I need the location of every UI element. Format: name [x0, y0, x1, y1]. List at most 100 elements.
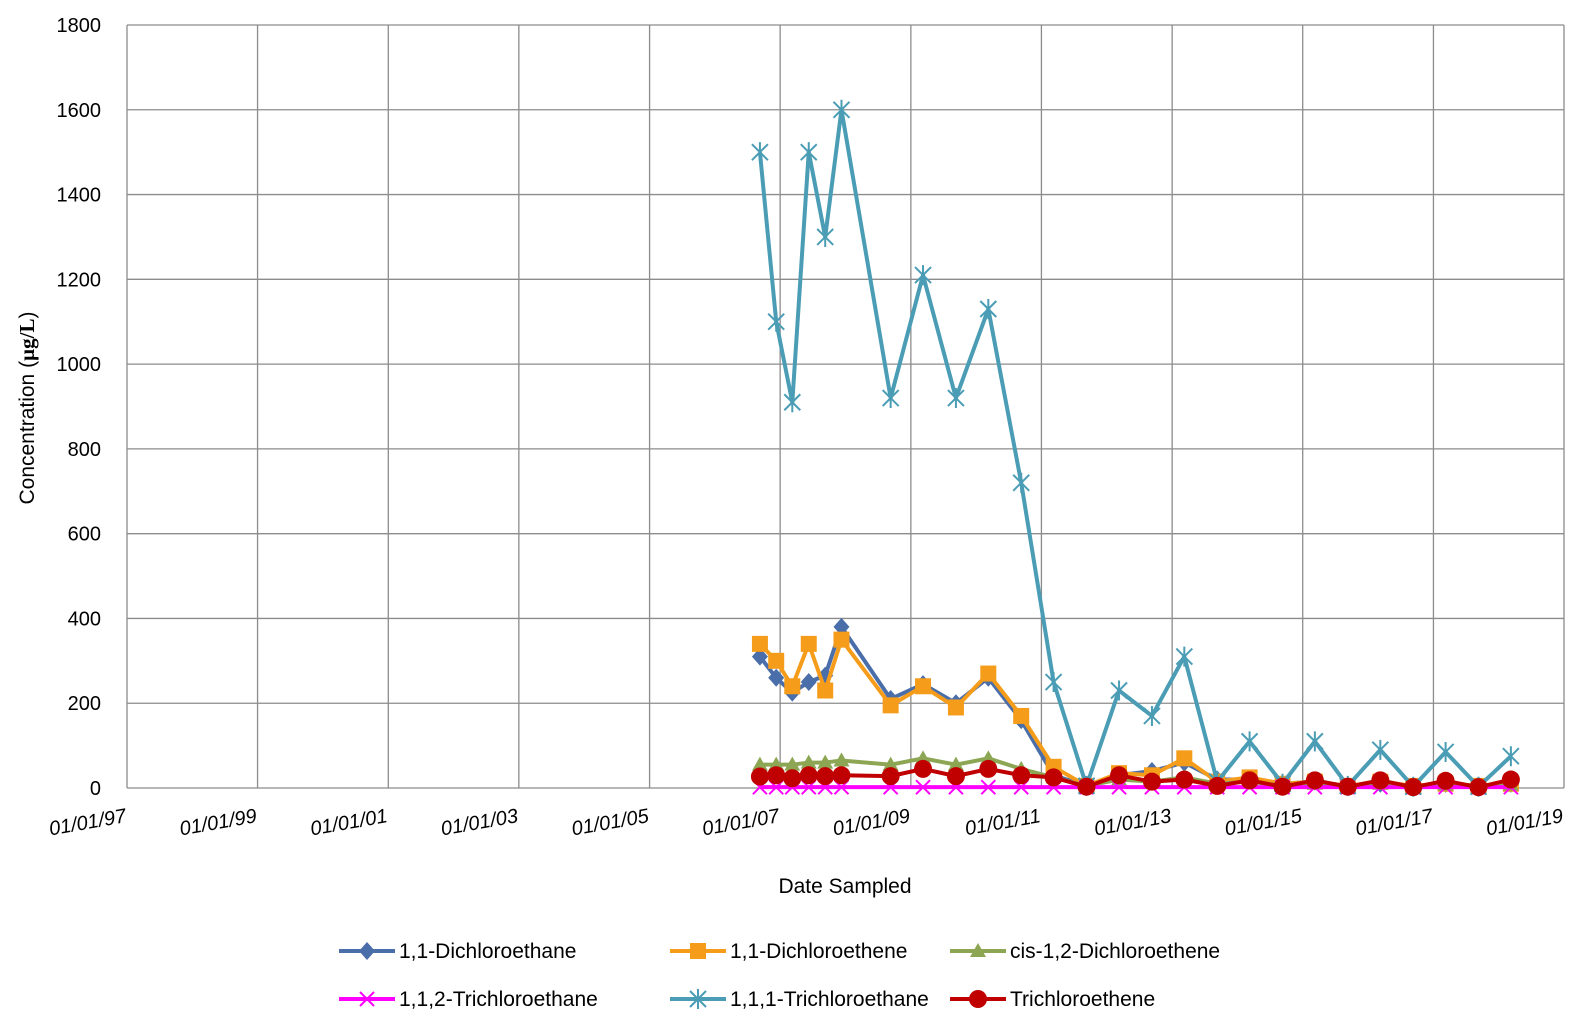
data-point	[915, 678, 932, 695]
data-point	[800, 754, 817, 769]
legend-item-trichloroethene: Trichloroethene	[950, 988, 1155, 1011]
legend-marker	[359, 942, 375, 960]
data-point	[816, 226, 834, 247]
data-point	[882, 697, 899, 714]
data-point	[1404, 778, 1423, 797]
data-point	[751, 756, 768, 771]
data-point	[1012, 472, 1030, 493]
legend-marker	[970, 943, 986, 957]
data-point	[1501, 770, 1520, 789]
data-point	[751, 647, 768, 666]
x-tick-label: 01/01/07	[701, 805, 782, 840]
x-tick-label: 01/01/97	[47, 805, 128, 840]
data-point	[1436, 741, 1455, 762]
y-tick-label: 0	[90, 778, 101, 800]
x-tick-label: 01/01/01	[309, 805, 389, 840]
data-point	[1436, 771, 1455, 790]
data-point	[784, 756, 801, 771]
y-axis-title-prefix: Concentration (	[16, 361, 39, 505]
y-tick-label: 1600	[57, 100, 102, 122]
data-point	[751, 142, 769, 163]
x-tick-label: 01/01/11	[963, 805, 1042, 840]
x-tick-label: 01/01/99	[178, 805, 258, 840]
legend-label: cis-1,2-Dichloroethene	[1010, 940, 1220, 963]
x-tick-label: 01/01/05	[570, 805, 651, 840]
data-point	[1044, 672, 1063, 693]
data-point	[1077, 777, 1096, 796]
data-point	[946, 767, 965, 786]
legend-marker	[969, 990, 987, 1008]
data-point	[947, 388, 965, 409]
data-point	[1371, 771, 1390, 790]
legend-item-cis-1-2-dichloroethene: cis-1,2-Dichloroethene	[950, 940, 1220, 963]
legend-label: 1,1,2-Trichloroethane	[399, 988, 598, 1011]
y-axis-title-suffix: )	[16, 311, 39, 318]
legend-item-1-1-dichloroethane: 1,1-Dichloroethane	[339, 940, 576, 963]
data-point	[979, 299, 998, 320]
data-point	[833, 631, 850, 648]
legend-item-1-1-dichloroethene: 1,1-Dichloroethene	[670, 940, 907, 963]
data-point	[882, 756, 899, 771]
data-point	[816, 767, 835, 786]
data-point	[1208, 776, 1227, 795]
data-point	[833, 617, 850, 636]
x-axis-title: Date Sampled	[778, 875, 911, 898]
y-tick-label: 1000	[57, 354, 102, 376]
y-axis-title: Concentration (µg/L)	[15, 311, 39, 504]
data-point	[817, 682, 834, 699]
data-point	[881, 767, 900, 786]
series-1-1-dichloroethene	[751, 631, 1519, 794]
y-tick-label: 200	[68, 693, 101, 715]
data-point	[980, 665, 997, 682]
data-point	[1240, 771, 1259, 790]
y-tick-label: 1200	[57, 269, 102, 291]
data-point	[800, 635, 817, 652]
data-point	[1175, 770, 1194, 789]
data-point	[783, 392, 802, 413]
legend-label: Trichloroethene	[1010, 988, 1155, 1011]
data-point	[800, 673, 817, 692]
data-point	[1338, 777, 1357, 796]
y-tick-label: 800	[68, 439, 101, 461]
x-axis-ticks: 01/01/97 01/01/99 01/01/01 01/01/03 01/01/05…	[47, 805, 1564, 840]
data-point	[947, 699, 964, 716]
data-point	[832, 99, 851, 120]
data-point	[1502, 746, 1520, 767]
data-point	[979, 759, 998, 778]
data-point	[947, 756, 964, 771]
data-point	[980, 750, 997, 765]
data-point	[1142, 772, 1161, 791]
legend: 1,1-Dichloroethane 1,1-Dichloroethene cis-…	[339, 940, 1220, 1011]
data-point	[832, 766, 851, 785]
x-tick-label: 01/01/17	[1354, 805, 1435, 840]
legend-label: 1,1-Dichloroethene	[730, 940, 907, 963]
legend-item-1-1-1-trichloroethane: 1,1,1-Trichloroethane	[670, 988, 929, 1011]
series-1-1-dichloroethane	[751, 617, 1519, 795]
y-tick-label: 400	[68, 608, 101, 630]
data-point	[767, 766, 786, 785]
y-tick-label: 1800	[57, 15, 102, 37]
data-point	[768, 652, 785, 669]
data-point	[783, 769, 802, 788]
y-axis-ticks: 0 200 400 600 800 1000 1200 1400 1600 1800	[57, 15, 102, 800]
legend-label: 1,1,1-Trichloroethane	[730, 988, 929, 1011]
data-point	[1143, 705, 1161, 726]
data-point	[1013, 707, 1030, 724]
data-point	[817, 754, 834, 769]
x-tick-label: 01/01/03	[439, 805, 519, 840]
legend-label: 1,1-Dichloroethane	[399, 940, 576, 963]
grid	[126, 24, 1565, 789]
x-tick-label: 01/01/19	[1484, 805, 1564, 840]
data-point	[767, 311, 785, 332]
data-point	[914, 759, 933, 778]
data-point	[1176, 750, 1193, 767]
data-point	[1240, 731, 1259, 752]
data-point	[1306, 731, 1324, 752]
data-point	[1110, 680, 1128, 701]
legend-item-1-1-2-trichloroethane: 1,1,2-Trichloroethane	[339, 988, 598, 1011]
data-point	[799, 766, 818, 785]
data-point	[1305, 771, 1324, 790]
data-point	[751, 635, 768, 652]
data-point	[1371, 739, 1390, 760]
